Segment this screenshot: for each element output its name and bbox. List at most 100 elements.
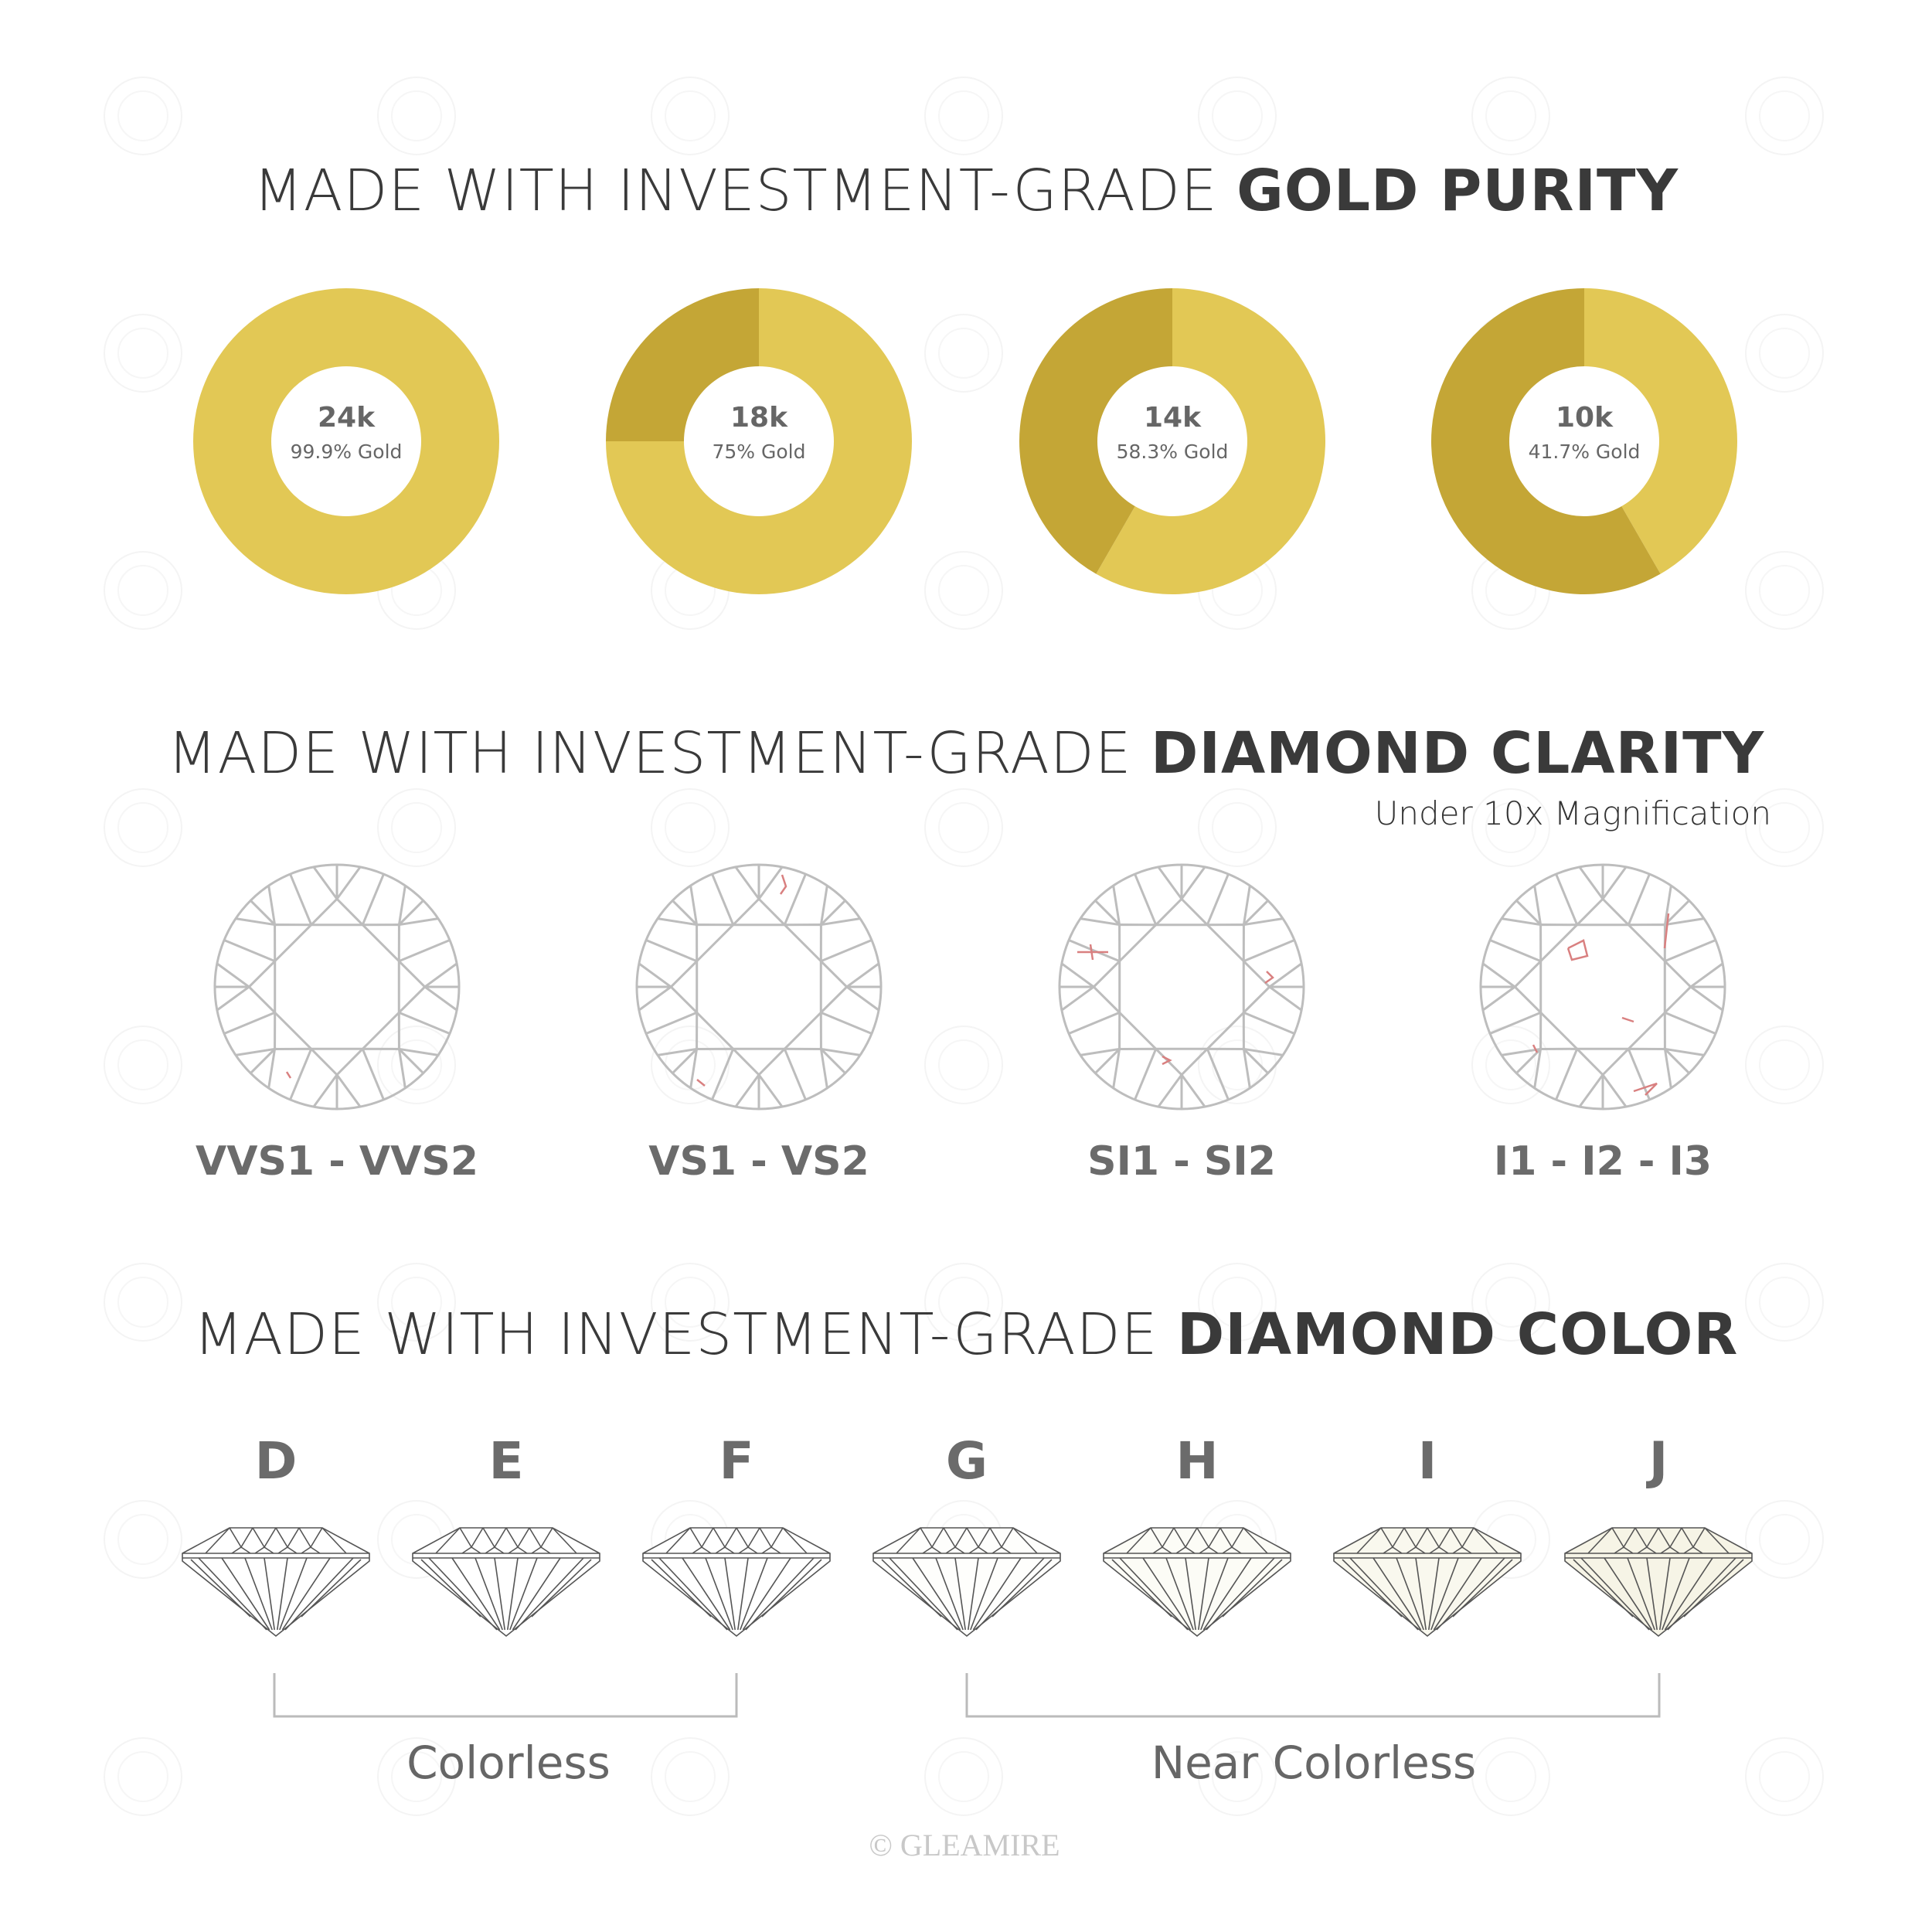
diamond-outline (872, 1527, 1061, 1638)
upper-girdle-facet (845, 962, 879, 1012)
bezel-line (361, 873, 385, 926)
pavilion-line (1604, 1557, 1653, 1631)
pavilion-line (968, 1557, 979, 1631)
title-bold: GOLD PURITY (1236, 158, 1679, 224)
crown-line (435, 1527, 461, 1554)
pavilion-line (992, 1559, 1053, 1617)
diamond-top-view (635, 863, 883, 1111)
clarity-grade-label: SI1 - SI2 (1087, 1138, 1276, 1185)
girdle-line (1664, 900, 1690, 926)
pavilion-line (190, 1559, 251, 1617)
upper-girdle-facet (1482, 962, 1517, 1012)
color-grade-letter: G (945, 1431, 988, 1491)
ring-label: 18k 75% Gold (682, 403, 836, 462)
upper-girdle-facet (397, 1047, 439, 1089)
bezel-line (645, 939, 698, 963)
pavilion-line (1119, 1557, 1189, 1631)
karat: 24k (317, 402, 376, 434)
bezel-line (783, 873, 807, 926)
pavilion-line (264, 1557, 275, 1631)
crown-line (531, 1546, 542, 1554)
bezel-line (223, 1011, 276, 1035)
gold-percent: 99.9% Gold (290, 440, 403, 463)
clarity-grade-label: I1 - I2 - I3 (1493, 1138, 1713, 1185)
ring-hole (1509, 366, 1659, 516)
diamond-side-G (872, 1527, 1061, 1638)
title-regular: MADE WITH INVESTMENT-GRADE (193, 1301, 1177, 1368)
crown-line (552, 1527, 577, 1554)
bezel-line (398, 939, 451, 963)
clarity-grade-label: VS1 - VS2 (648, 1138, 869, 1185)
inclusion (1264, 971, 1274, 985)
crown-line (231, 1546, 242, 1554)
pavilion-line (277, 1557, 288, 1631)
pavilion-line (1165, 1557, 1194, 1631)
colorless-bracket (273, 1673, 738, 1718)
pavilion-line (1662, 1557, 1690, 1631)
diamond-outline (642, 1527, 831, 1638)
group-label-near-colorless: Near Colorless (1151, 1736, 1477, 1789)
pavilion-line (1372, 1557, 1422, 1631)
crown-line (896, 1527, 921, 1554)
pavilion-line (420, 1559, 481, 1617)
pavilion-line (651, 1559, 712, 1617)
crown-line (1231, 1546, 1242, 1554)
upper-girdle-facet (423, 962, 457, 1012)
crown-line (540, 1546, 551, 1554)
bezel-line (1555, 1048, 1579, 1100)
crown-line (461, 1546, 472, 1554)
gold-ring-18k (606, 288, 912, 594)
diamond-side-J (1564, 1527, 1753, 1638)
upper-girdle-facet (1061, 962, 1096, 1012)
crown-line (992, 1546, 1002, 1554)
crown-line (1660, 1546, 1671, 1554)
girdle-line (1243, 900, 1269, 926)
diamond-clarity-title: MADE WITH INVESTMENT-GRADE DIAMOND CLARI… (0, 725, 1932, 782)
upper-girdle-facet (734, 1073, 784, 1107)
inclusion (1532, 1044, 1539, 1053)
upper-girdle-facet (1080, 885, 1121, 927)
pavilion-line (1111, 1559, 1172, 1617)
pavilion-line (451, 1557, 501, 1631)
upper-girdle-facet (1080, 1047, 1121, 1089)
gold-ring-10k (1430, 288, 1737, 594)
pavilion-line (198, 1557, 267, 1631)
crown-line (485, 1546, 495, 1554)
crown-line (968, 1546, 979, 1554)
pavilion-line (279, 1557, 308, 1631)
crown-line (1614, 1546, 1624, 1554)
ring-hole (271, 366, 421, 516)
crown-line (747, 1546, 758, 1554)
upper-girdle-facet (1501, 1047, 1543, 1089)
crown-line (1126, 1527, 1151, 1554)
pavilion-line (724, 1557, 736, 1631)
crown-line (922, 1546, 933, 1554)
pavilion-line (935, 1557, 964, 1631)
inclusion (1162, 1055, 1172, 1066)
crown-line (1623, 1546, 1634, 1554)
bezel-line (1664, 1011, 1716, 1035)
crown-line (1415, 1546, 1426, 1554)
bezel-line (1068, 939, 1121, 963)
crown-line (301, 1546, 311, 1554)
pavilion-line (1646, 1557, 1658, 1631)
bezel-line (1068, 1011, 1121, 1035)
crown-line (1473, 1527, 1498, 1554)
bezel-line (820, 939, 872, 963)
bezel-line (289, 873, 313, 926)
pavilion-line (912, 1557, 961, 1631)
pavilion-line (494, 1557, 505, 1631)
near-colorless-bracket (965, 1673, 1661, 1718)
pavilion-line (705, 1557, 733, 1631)
crown-line (738, 1546, 749, 1554)
gold-purity-rings (193, 288, 1737, 594)
upper-girdle-facet (734, 866, 784, 901)
girdle-line (1515, 900, 1542, 926)
upper-girdle-facet (1267, 962, 1302, 1012)
upper-girdle-facet (638, 962, 673, 1012)
bezel-line (1134, 873, 1158, 926)
diamond-outline (1333, 1527, 1522, 1638)
inclusion (1663, 913, 1670, 949)
inclusion (285, 1071, 292, 1079)
